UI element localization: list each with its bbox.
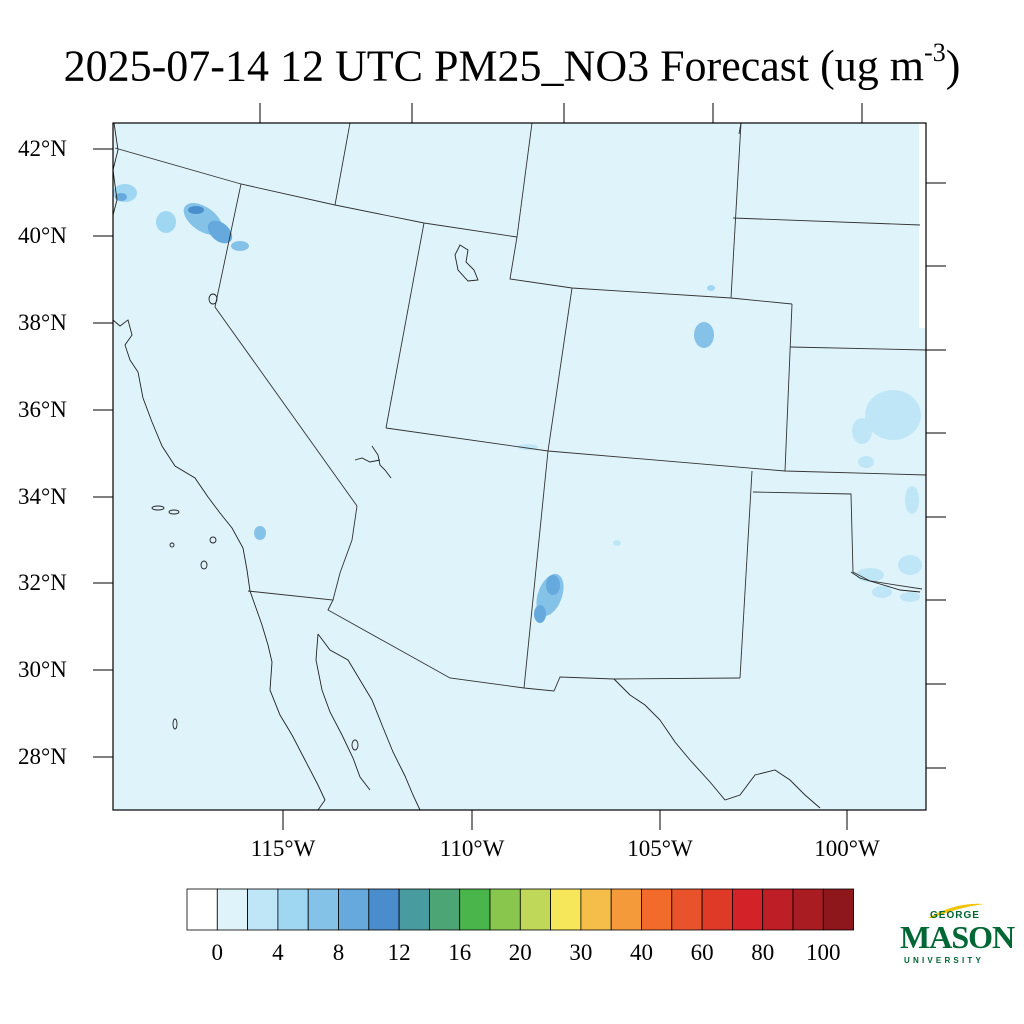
colorbar-tick-label: 16 — [448, 940, 472, 965]
colorbar-swatch — [822, 888, 854, 931]
lon-label-115w: 115°W — [250, 836, 316, 861]
colorbar-swatch — [247, 888, 279, 931]
colorbar-tick-label: 40 — [630, 940, 653, 965]
colorbar-tick-label: 12 — [387, 940, 411, 965]
colorbar-tick-label: 0 — [211, 940, 224, 965]
lat-label-38n: 38°N — [18, 310, 67, 335]
concentration-field — [113, 184, 922, 623]
colorbar-tick-label: 100 — [806, 940, 841, 965]
blob-colorado — [694, 285, 715, 348]
colorbar-tick-label: 8 — [332, 940, 345, 965]
colorbar-swatch — [368, 888, 400, 931]
lat-ticks-right — [926, 182, 946, 769]
colorbar-swatch — [459, 888, 491, 931]
no-data-strip — [919, 123, 926, 328]
blob-oklahoma — [852, 390, 921, 514]
lon-ticks-top — [259, 103, 863, 123]
blob-texas — [856, 555, 922, 602]
colorbar-swatch — [216, 888, 249, 931]
blob-new-mexico — [534, 540, 621, 623]
lat-label-36n: 36°N — [18, 397, 67, 422]
logo-flame-icon — [928, 903, 984, 918]
title-exponent: -3 — [924, 38, 946, 67]
map-frame — [112, 122, 927, 811]
lon-label-110w: 110°W — [439, 836, 505, 861]
colorbar-swatch — [610, 888, 642, 931]
colorbar-swatch — [186, 888, 218, 931]
colorbar-swatch — [732, 888, 764, 931]
colorbar-swatch — [489, 888, 521, 931]
chart-title: 2025-07-14 12 UTC PM25_NO3 Forecast (ug … — [0, 26, 1024, 98]
blob-sierra-nevada — [156, 203, 249, 251]
colorbar-swatch — [762, 888, 794, 931]
blob-southern-california — [254, 526, 266, 540]
logo-mason: MASON — [900, 919, 1015, 955]
logo-george: GEORGE — [930, 910, 980, 921]
colorbar-swatch — [641, 888, 673, 931]
colorbar-swatch — [550, 888, 582, 931]
colorbar — [186, 888, 854, 931]
lon-ticks-bottom — [282, 810, 848, 830]
lat-label-30n: 30°N — [18, 657, 67, 682]
colorbar-swatch — [338, 888, 370, 931]
lat-label-40n: 40°N — [18, 223, 67, 248]
lat-label-42n: 42°N — [18, 136, 67, 161]
lat-label-34n: 34°N — [18, 484, 67, 509]
colorbar-swatch — [671, 888, 703, 931]
colorbar-swatch — [519, 888, 551, 931]
colorbar-tick-label: 60 — [690, 940, 714, 965]
lat-label-28n: 28°N — [18, 744, 67, 769]
colorbar-tick-label: 80 — [751, 940, 775, 965]
colorbar-swatch — [398, 888, 430, 931]
colorbar-tick-label: 30 — [569, 940, 593, 965]
colorbar-swatch — [428, 888, 461, 931]
colorbar-tick-label: 4 — [272, 940, 284, 965]
map-background — [113, 123, 926, 810]
title-close: ) — [945, 41, 961, 91]
lon-label-105w: 105°W — [627, 836, 693, 861]
lat-label-32n: 32°N — [18, 570, 67, 595]
colorbar-swatch — [792, 888, 824, 931]
title-text: 2025-07-14 12 UTC PM25_NO3 Forecast (ug … — [63, 41, 925, 91]
colorbar-swatch — [307, 888, 339, 931]
lon-label-100w: 100°W — [814, 836, 880, 861]
colorbar-swatch — [277, 888, 309, 931]
lat-ticks-left — [93, 148, 113, 758]
logo-university: UNIVERSITY — [904, 956, 985, 965]
colorbar-swatch — [580, 888, 612, 931]
state-boundaries — [114, 122, 927, 692]
coastlines — [112, 122, 921, 811]
gmu-logo: GEORGE MASON UNIVERSITY — [896, 900, 1015, 970]
blob-nor-cal-coast — [113, 184, 137, 202]
colorbar-tick-label: 20 — [508, 940, 532, 965]
colorbar-swatch — [701, 888, 733, 931]
